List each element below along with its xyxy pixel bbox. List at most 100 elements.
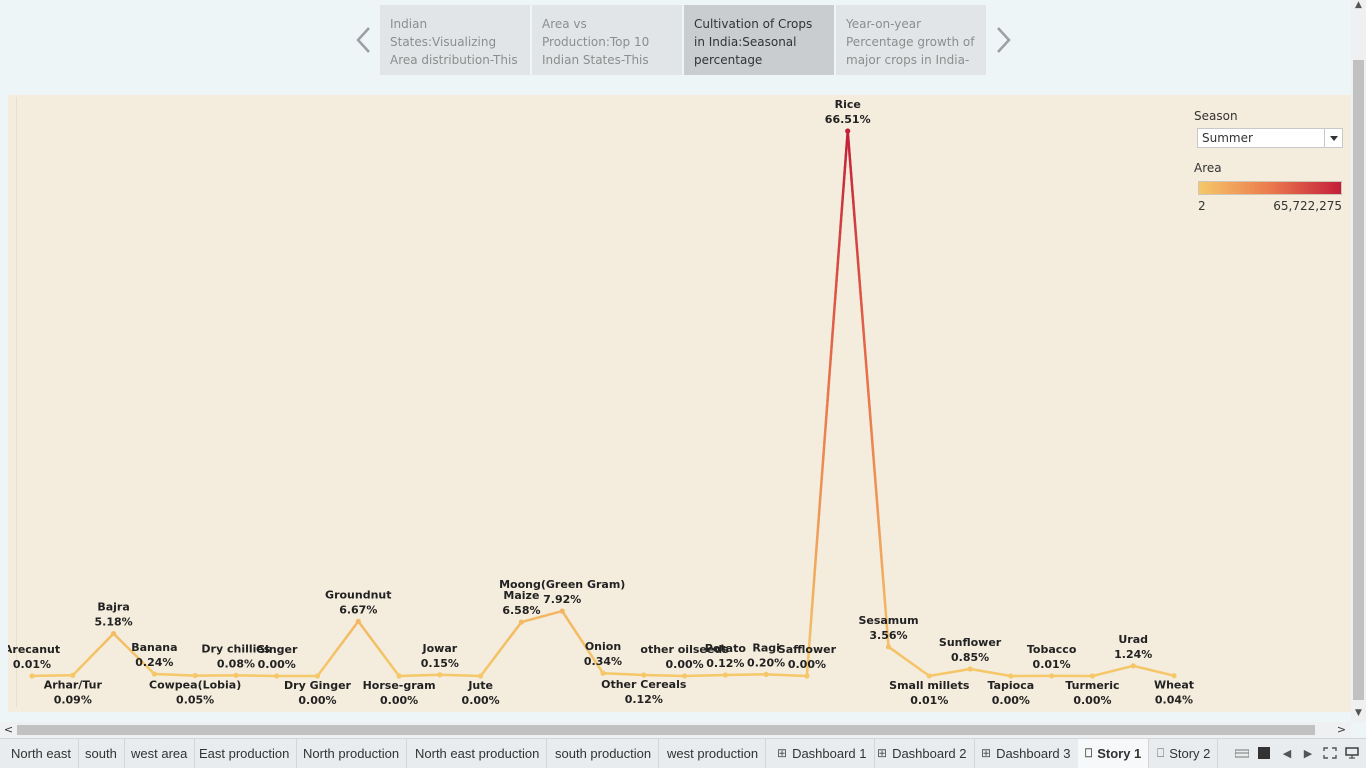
data-point[interactable] <box>1049 673 1055 679</box>
story-point-3[interactable]: Cultivation of Crops in India:Seasonal p… <box>684 5 834 75</box>
data-point[interactable] <box>437 672 443 678</box>
series-line-segment <box>129 649 139 658</box>
series-line-segment <box>502 638 510 648</box>
data-point[interactable] <box>396 673 402 679</box>
tab-label: Dashboard 2 <box>892 746 967 761</box>
percentage-label: 0.34% <box>584 655 622 668</box>
presentation-mode-icon[interactable] <box>1344 745 1360 761</box>
data-point[interactable] <box>845 128 851 134</box>
tab-west-area[interactable]: west area <box>124 739 196 768</box>
crop-name-label: Arhar/Tur <box>44 678 103 691</box>
series-line-segment <box>77 662 86 671</box>
data-point[interactable] <box>763 671 769 677</box>
series-line-segment <box>118 638 127 647</box>
percentage-label: 1.24% <box>1114 648 1152 661</box>
percentage-label: 6.58% <box>502 604 540 617</box>
data-point[interactable] <box>967 666 973 672</box>
series-line-segment <box>100 638 109 647</box>
tab-north-production[interactable]: North production <box>296 739 408 768</box>
data-point[interactable] <box>192 672 198 679</box>
percentage-label: 0.00% <box>788 658 826 671</box>
season-dropdown[interactable]: Summer <box>1197 128 1343 148</box>
crop-name-label: Arecanut <box>8 643 60 656</box>
data-point[interactable] <box>681 673 688 679</box>
scroll-left-icon[interactable]: < <box>3 723 14 736</box>
tab-story-2[interactable]: ⎕ Story 2 <box>1150 739 1219 768</box>
data-point[interactable] <box>885 644 892 650</box>
data-point[interactable] <box>1008 673 1014 679</box>
horizontal-scroll-thumb[interactable] <box>17 725 1315 735</box>
next-story-point-button[interactable] <box>989 22 1019 58</box>
data-point[interactable] <box>478 673 484 679</box>
crop-name-label: Dry Ginger <box>284 679 352 692</box>
series-line-segment <box>511 626 519 636</box>
scroll-up-icon[interactable]: ▲ <box>1355 0 1362 10</box>
tab-dashboard-2[interactable]: ⊞ Dashboard 2 <box>870 739 975 768</box>
data-point[interactable] <box>110 630 117 637</box>
tab-label: south <box>85 746 117 761</box>
series-line-segment <box>1131 664 1155 673</box>
pane-divider <box>16 97 17 707</box>
data-point[interactable] <box>641 672 647 678</box>
tab-label: Dashboard 1 <box>792 746 867 761</box>
data-point[interactable] <box>804 673 810 679</box>
data-point[interactable] <box>518 619 525 625</box>
tab-south[interactable]: south <box>78 739 125 768</box>
series-line-segment <box>483 662 491 672</box>
previous-story-point-button[interactable] <box>348 22 378 58</box>
data-point[interactable] <box>722 672 728 678</box>
tab-label: North east production <box>415 746 540 761</box>
series-line-segment <box>83 656 92 665</box>
series-line-segment <box>928 671 951 678</box>
tab-north-east[interactable]: North east <box>4 739 79 768</box>
crop-name-label: Sesamum <box>858 614 918 627</box>
filmstrip-view-icon[interactable] <box>1234 745 1250 761</box>
story-point-2[interactable]: Area vs Production:Top 10 Indian States-… <box>532 5 682 75</box>
data-point[interactable] <box>600 670 606 676</box>
previous-sheet-icon[interactable]: ◀ <box>1282 746 1292 760</box>
data-point[interactable] <box>151 671 157 677</box>
percentage-label: 0.00% <box>665 658 703 671</box>
crop-name-label: Urad <box>1118 633 1148 646</box>
data-point[interactable] <box>314 673 321 679</box>
vertical-scrollbar[interactable]: ▲ ▼ <box>1351 0 1366 722</box>
crop-name-label: Tobacco <box>1027 643 1077 656</box>
data-point[interactable] <box>274 673 280 679</box>
data-point[interactable] <box>1171 673 1177 679</box>
tab-west-production[interactable]: west production <box>660 739 767 768</box>
tab-south-production[interactable]: south production <box>548 739 660 768</box>
crop-name-label: Sunflower <box>939 636 1002 649</box>
story-point-4[interactable]: Year-on-year Percentage growth of major … <box>836 5 986 75</box>
dashboard-icon: ⊞ <box>981 746 992 760</box>
show-tabs-icon[interactable] <box>1256 745 1272 761</box>
story-point-1[interactable]: Indian States:Visualizing Area distribut… <box>380 5 530 75</box>
data-point[interactable] <box>1130 663 1136 669</box>
vertical-scroll-thumb[interactable] <box>1353 60 1364 700</box>
tab-story-1[interactable]: ⎕ Story 1 <box>1078 739 1150 768</box>
tab-dashboard-1[interactable]: ⊞ Dashboard 1 <box>770 739 875 768</box>
crop-name-label: Groundnut <box>325 588 391 601</box>
series-line-segment <box>506 632 514 642</box>
area-legend-min: 2 <box>1198 199 1206 213</box>
tab-north-east-production[interactable]: North east production <box>408 739 548 768</box>
horizontal-scrollbar[interactable]: < > <box>0 722 1351 738</box>
crop-name-label: Ragi <box>752 641 780 654</box>
scroll-down-icon[interactable]: ▼ <box>1355 708 1362 718</box>
data-point[interactable] <box>29 673 35 679</box>
tab-dashboard-3[interactable]: ⊞ Dashboard 3 <box>974 739 1079 768</box>
tab-label: East production <box>199 746 290 761</box>
scroll-right-icon[interactable]: > <box>1336 723 1347 736</box>
data-point[interactable] <box>926 673 932 679</box>
data-point[interactable] <box>233 672 239 678</box>
data-point[interactable] <box>70 672 76 678</box>
data-point[interactable] <box>355 618 361 624</box>
crop-name-label: Banana <box>131 641 177 654</box>
tab-east-production[interactable]: East production <box>192 739 298 768</box>
percentage-label: 0.09% <box>54 693 92 706</box>
line-chart[interactable]: Arecanut 0.01% Arhar/Tur 0.09% Bajra 5.18% Ban… <box>8 95 1198 712</box>
series-line-segment <box>141 661 150 670</box>
data-point[interactable] <box>1089 673 1096 679</box>
fullscreen-icon[interactable] <box>1322 745 1338 761</box>
data-point[interactable] <box>559 608 565 614</box>
next-sheet-icon[interactable]: ▶ <box>1303 746 1313 760</box>
